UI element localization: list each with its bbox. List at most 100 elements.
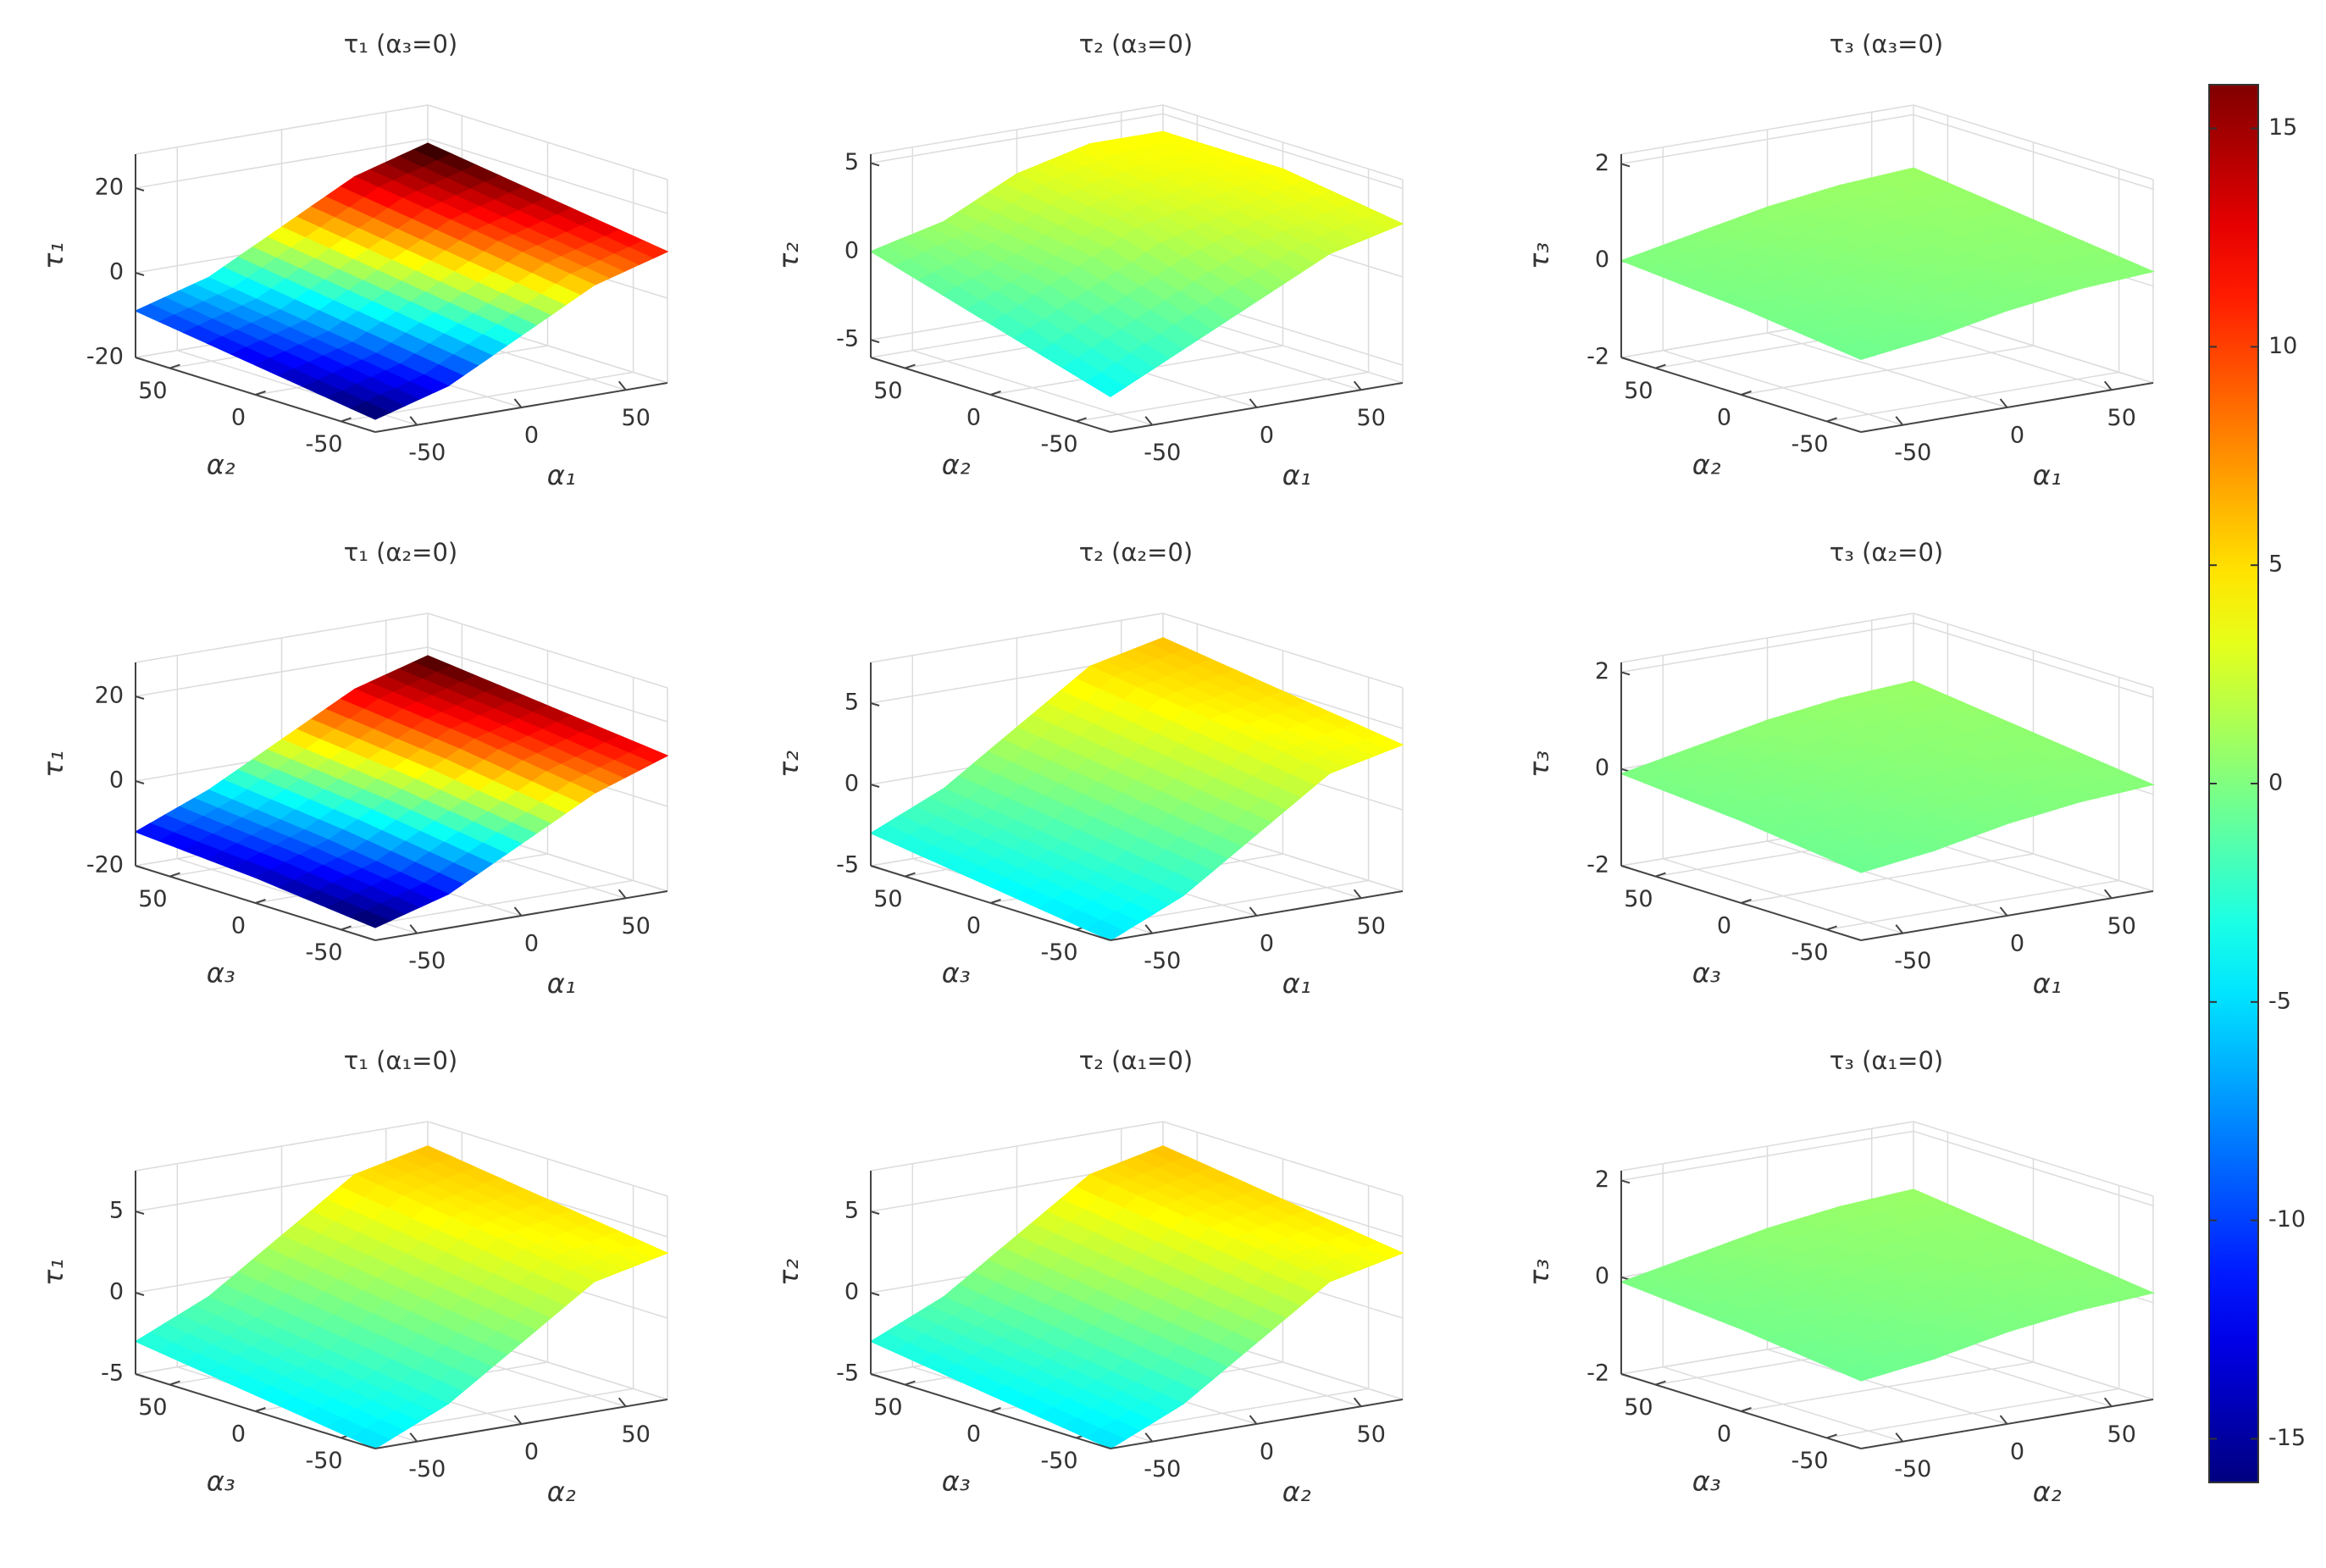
x-tick xyxy=(2103,889,2113,899)
x-tick xyxy=(1144,924,1154,934)
y-axis-label: α₃ xyxy=(942,956,971,989)
colorbar-tick-label: 15 xyxy=(2268,114,2297,141)
axis-line xyxy=(1620,357,1862,433)
x-axis-label: α₂ xyxy=(547,1476,576,1508)
axis-line xyxy=(1110,1399,1404,1449)
x-tick-label: -50 xyxy=(1144,440,1181,466)
y-tick-label: -50 xyxy=(306,939,343,966)
y-tick xyxy=(1826,925,1837,931)
x-tick-label: 0 xyxy=(524,931,539,957)
y-tick-label: 0 xyxy=(1717,913,1731,939)
surface-patch xyxy=(1835,1365,1878,1382)
z-tick xyxy=(870,339,880,344)
z-tick-label: 2 xyxy=(1595,658,1609,684)
surface-patch xyxy=(350,910,391,928)
y-tick-label: 50 xyxy=(138,886,167,912)
grid-line xyxy=(1741,142,2035,396)
y-tick xyxy=(905,363,916,369)
axis-line xyxy=(1110,890,1404,941)
x-axis-label: α₁ xyxy=(547,967,576,1000)
z-tick xyxy=(870,162,880,167)
z-axis-label: τ₃ xyxy=(1523,751,1555,778)
grid-line xyxy=(1826,1185,2120,1439)
x-tick-label: 50 xyxy=(1357,1421,1386,1448)
x-tick xyxy=(1353,1397,1362,1407)
y-tick xyxy=(169,872,180,878)
x-tick xyxy=(617,1397,627,1407)
axis-line xyxy=(1620,865,1862,941)
axis-line xyxy=(1620,1373,1862,1449)
x-tick xyxy=(1999,398,2008,408)
axis-line xyxy=(135,865,376,941)
colorbar-tick-label: 0 xyxy=(2268,770,2283,796)
x-tick-label: -50 xyxy=(1894,1456,1931,1482)
y-tick xyxy=(1741,899,1752,904)
axis-line xyxy=(135,357,376,433)
surface-patch xyxy=(350,401,391,420)
colorbar-tick-label: -10 xyxy=(2268,1206,2306,1233)
grid-line xyxy=(1662,655,1903,934)
z-tick-label: 20 xyxy=(95,175,124,201)
panel-title: τ₃ (α₂=0) xyxy=(1830,538,1943,567)
axis-line xyxy=(870,1373,1111,1449)
y-tick xyxy=(990,391,1001,396)
x-tick-label: 0 xyxy=(1260,423,1274,449)
y-tick xyxy=(1076,417,1087,423)
x-tick xyxy=(513,398,523,408)
y-tick-label: 0 xyxy=(1717,1421,1731,1448)
axis-line xyxy=(1860,382,2154,433)
x-tick xyxy=(1144,416,1154,426)
y-tick xyxy=(341,925,352,931)
y-axis-label: α₂ xyxy=(942,448,971,480)
y-tick-label: 0 xyxy=(231,405,246,431)
surface-patch xyxy=(1085,1428,1127,1449)
grid-line xyxy=(135,646,668,723)
y-tick xyxy=(341,417,352,423)
y-tick-label: 0 xyxy=(966,405,981,431)
grid-line xyxy=(1766,1146,2008,1425)
axis-line xyxy=(1860,890,2154,941)
y-tick-label: 0 xyxy=(966,913,981,939)
y-axis-label: α₃ xyxy=(942,1465,971,1497)
panel-title: τ₂ (α₃=0) xyxy=(1079,30,1193,58)
y-tick xyxy=(1655,872,1666,878)
y-tick-label: 0 xyxy=(231,913,246,939)
y-tick xyxy=(1741,1407,1752,1412)
x-tick-label: 50 xyxy=(2107,1421,2136,1448)
y-tick-label: -50 xyxy=(306,431,343,457)
x-tick xyxy=(1895,416,1904,426)
y-tick-label: 0 xyxy=(966,1421,981,1448)
z-tick-label: -5 xyxy=(836,1360,859,1387)
y-tick xyxy=(255,899,266,904)
axis-line xyxy=(374,1399,668,1449)
grid-line xyxy=(135,138,668,214)
axis-line xyxy=(374,890,668,941)
grid-line xyxy=(1620,114,2154,191)
z-tick xyxy=(135,780,145,784)
y-tick-label: -50 xyxy=(1792,939,1829,966)
y-tick-label: 50 xyxy=(138,1394,167,1421)
x-axis-label: α₁ xyxy=(2033,459,2062,491)
y-tick-label: -50 xyxy=(1041,1448,1078,1474)
surface-panel: -2 0 2 -50 0 50 -50 0 50 τ₃ (α₂=0) α₁ α₃ τ₃ xyxy=(1523,538,2155,1000)
z-tick-label: 5 xyxy=(845,1198,859,1224)
x-tick-label: -50 xyxy=(408,440,446,466)
axis-line xyxy=(1860,1399,2154,1449)
y-tick-label: 50 xyxy=(873,378,902,404)
x-tick xyxy=(617,889,627,899)
grid-line xyxy=(1826,677,2120,931)
x-tick xyxy=(409,416,418,426)
surface-patch xyxy=(1085,372,1127,398)
x-axis-label: α₁ xyxy=(1282,459,1311,491)
z-tick-label: 0 xyxy=(845,1279,859,1305)
x-tick xyxy=(1895,1432,1904,1443)
x-tick-label: 50 xyxy=(2107,913,2136,939)
x-tick-label: 50 xyxy=(622,1421,651,1448)
z-tick-label: 20 xyxy=(95,683,124,709)
x-tick xyxy=(2103,1397,2113,1407)
y-tick xyxy=(1826,417,1837,423)
z-tick-label: 0 xyxy=(109,259,124,285)
x-tick-label: 50 xyxy=(1357,405,1386,431)
